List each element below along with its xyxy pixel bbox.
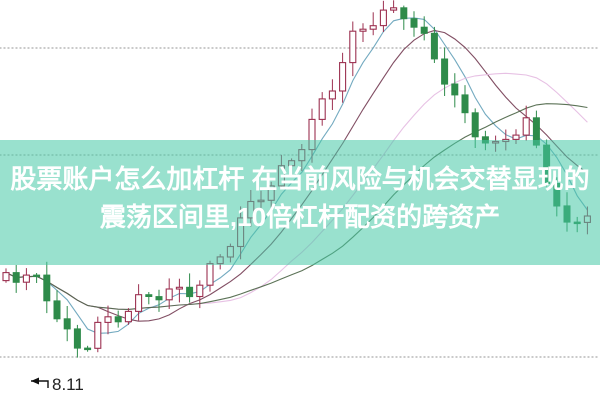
svg-text:8.11: 8.11: [52, 375, 84, 394]
